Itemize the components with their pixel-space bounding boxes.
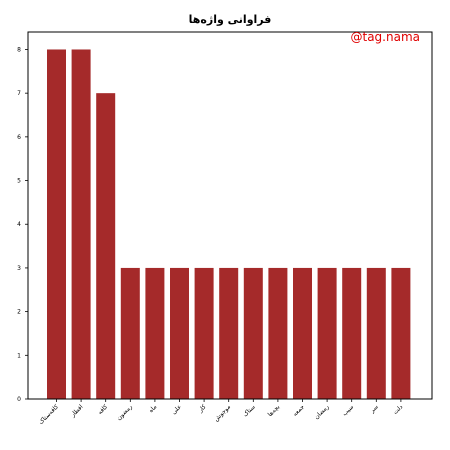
x-tick-label: کافه (97, 403, 110, 416)
chart-title: فراوانی واژه‌ها (189, 13, 272, 26)
bar (219, 267, 239, 399)
y-tick-label: 0 (17, 396, 21, 403)
x-tick-label: افطار (69, 403, 85, 419)
bar (391, 267, 411, 399)
x-tick-label: کار (196, 403, 207, 414)
bar (194, 267, 214, 399)
x-tick-label: موجوش (213, 403, 232, 422)
x-tick-label: سر (368, 403, 380, 415)
bar (170, 267, 189, 399)
bar (71, 49, 91, 399)
y-tick-label: 5 (17, 178, 21, 185)
x-tick-label: رمضون (115, 403, 133, 421)
x-tick-label: بچه‌ها (267, 403, 282, 418)
bar (293, 267, 312, 399)
bar (366, 267, 386, 399)
x-tick-label: دلت (392, 403, 405, 416)
bar (268, 267, 288, 399)
x-tick-label: جمعه (292, 403, 307, 418)
bar (317, 267, 337, 399)
y-tick-label: 4 (17, 221, 21, 228)
bar (243, 267, 263, 399)
y-tick-label: 7 (17, 90, 21, 97)
bar (47, 49, 66, 399)
x-tick-label: سیب (341, 403, 355, 417)
watermark-text: @tag.nama (351, 30, 421, 44)
bar (120, 267, 140, 399)
y-tick-label: 3 (17, 265, 21, 272)
y-tick-label: 8 (17, 46, 21, 53)
x-tick-label: علی (170, 403, 182, 415)
bar (342, 267, 362, 399)
bar (145, 267, 165, 399)
x-tick-label: ماه (148, 403, 159, 414)
plot-frame (27, 31, 433, 400)
bars-layer (47, 49, 411, 400)
x-tick-label: رمضان (313, 403, 330, 420)
x-tick-label: کافه‌ستاک (37, 403, 60, 426)
y-tick-label: 2 (17, 309, 21, 316)
bar (96, 93, 116, 400)
y-tick-label: 6 (17, 134, 21, 141)
y-tick-label: 1 (17, 352, 21, 359)
x-tick-label: ستاک (241, 403, 257, 419)
